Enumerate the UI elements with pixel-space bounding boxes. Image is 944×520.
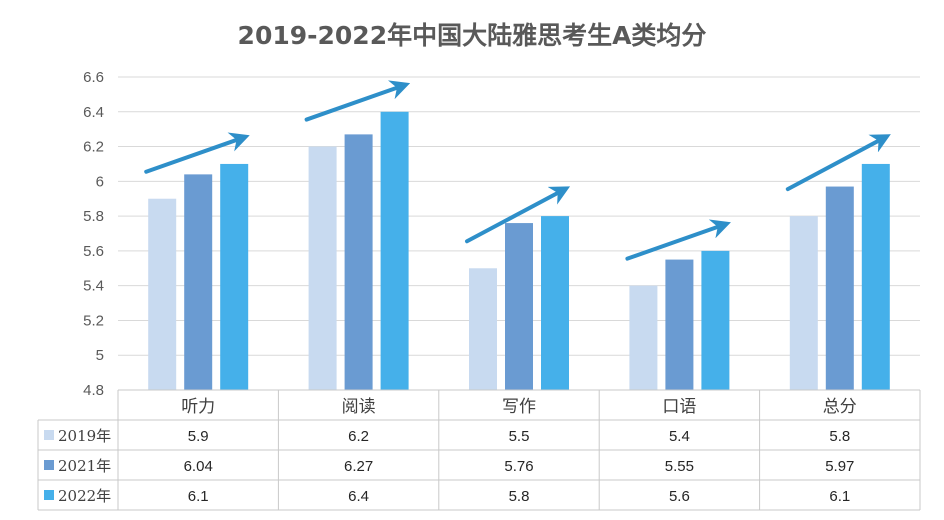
trend-arrow (304, 80, 411, 122)
table-value: 5.8 (509, 488, 530, 505)
category-label: 总分 (823, 397, 857, 417)
table-value: 5.5 (509, 428, 530, 445)
series-name: 2019年 (58, 427, 111, 445)
y-tick-label: 5 (96, 347, 104, 364)
table-value: 5.9 (188, 428, 209, 445)
bar (220, 163, 249, 390)
table-value: 6.1 (829, 488, 850, 505)
y-tick-label: 6.2 (83, 139, 104, 156)
y-tick-label: 5.4 (83, 278, 104, 295)
bar (825, 186, 854, 390)
bar (861, 163, 890, 390)
trend-arrow (785, 134, 891, 192)
y-tick-label: 6.4 (83, 104, 104, 121)
trend-arrow (465, 186, 571, 244)
category-label: 写作 (502, 397, 536, 417)
trend-arrow (144, 132, 250, 174)
bar (665, 259, 694, 390)
table-value: 6.04 (184, 458, 213, 475)
bar (541, 216, 569, 390)
bar (344, 134, 373, 390)
bar (184, 174, 213, 390)
category-label: 听力 (181, 397, 215, 417)
y-tick-label: 5.8 (83, 208, 104, 225)
table-value: 5.97 (825, 458, 854, 475)
trend-arrow (625, 219, 731, 261)
series-name: 2022年 (58, 487, 111, 505)
chart-title: 2019-2022年中国大陆雅思考生A类均分 (237, 21, 707, 50)
table-value: 5.8 (829, 428, 850, 445)
y-tick-label: 5.6 (83, 243, 104, 260)
bar (701, 250, 730, 390)
legend-swatch (44, 460, 54, 470)
bar (789, 216, 818, 390)
table-value: 5.76 (504, 458, 533, 475)
bar (308, 146, 337, 390)
table-value: 6.2 (348, 428, 369, 445)
table-value: 5.6 (669, 488, 690, 505)
bar (629, 285, 658, 390)
legend-swatch (44, 430, 54, 440)
y-tick-label: 5.2 (83, 312, 104, 329)
legend-swatch (44, 490, 54, 500)
bar (505, 223, 533, 390)
y-tick-label: 6.6 (83, 69, 104, 86)
table-value: 5.55 (665, 458, 694, 475)
bar (469, 268, 497, 390)
table-value: 6.4 (348, 488, 369, 505)
y-tick-label: 6 (96, 173, 104, 190)
y-tick-label: 4.8 (83, 382, 104, 399)
category-label: 口语 (662, 397, 696, 417)
bar (148, 198, 177, 390)
series-name: 2021年 (58, 457, 111, 475)
table-value: 5.4 (669, 428, 690, 445)
bar (380, 111, 409, 391)
table-value: 6.27 (344, 458, 373, 475)
table-value: 6.1 (188, 488, 209, 505)
category-label: 阅读 (342, 397, 376, 417)
